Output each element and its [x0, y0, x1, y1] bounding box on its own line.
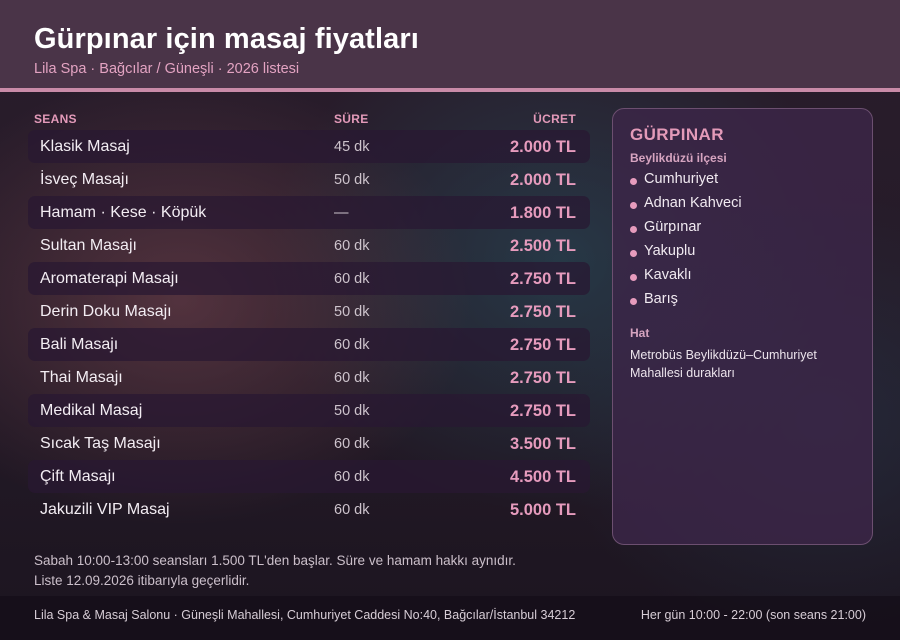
service-name: Çift Masajı: [40, 468, 116, 485]
neighborhood-item: Barış: [630, 291, 742, 315]
service-price: 5.000 TL: [509, 500, 576, 519]
panel-subtitle: Beylikdüzü ilçesi: [630, 151, 727, 165]
service-duration: 60 dk: [334, 469, 370, 485]
service-duration: 60 dk: [334, 271, 370, 287]
neighborhood-item: Yakuplu: [630, 243, 742, 267]
service-price: 2.750 TL: [509, 269, 576, 288]
table-body: Klasik Masaj 45 dk 2.000 TL İsveç Masajı 50 …: [28, 130, 590, 526]
service-name: Jakuzili VIP Masaj: [40, 501, 170, 518]
neighborhood-item: Kavaklı: [630, 267, 742, 291]
neighborhood-label: Cumhuriyet: [644, 171, 719, 187]
neighborhood-label: Adnan Kahveci: [644, 195, 742, 211]
footer-address: Lila Spa & Masaj Salonu · Güneşli Mahall…: [34, 608, 576, 622]
price-table: SEANS SÜRE ÜCRET Klasik Masaj 45 dk 2.000 …: [28, 108, 590, 526]
service-duration: 60 dk: [334, 337, 370, 353]
header-divider: [0, 88, 900, 92]
service-duration: 50 dk: [334, 304, 370, 320]
service-price: 2.750 TL: [509, 368, 576, 387]
transit-line-title: Hat: [630, 326, 650, 340]
page-header: Gürpınar için masaj fiyatları Lila Spa ·…: [0, 0, 900, 88]
table-row: Sultan Masajı 60 dk 2.500 TL: [28, 229, 590, 262]
service-name: İsveç Masajı: [40, 171, 129, 188]
service-price: 2.750 TL: [509, 401, 576, 420]
table-row: Thai Masajı 60 dk 2.750 TL: [28, 361, 590, 394]
service-price: 2.750 TL: [509, 335, 576, 354]
panel-title: GÜRPINAR: [630, 125, 724, 144]
service-price: 2.500 TL: [509, 236, 576, 255]
table-row: Çift Masajı 60 dk 4.500 TL: [28, 460, 590, 493]
service-price: 2.000 TL: [509, 137, 576, 156]
neighborhood-label: Yakuplu: [644, 243, 696, 259]
table-row: İsveç Masajı 50 dk 2.000 TL: [28, 163, 590, 196]
service-name: Hamam · Kese · Köpük: [40, 204, 207, 221]
service-duration: 60 dk: [334, 502, 370, 518]
service-duration: 60 dk: [334, 436, 370, 452]
service-price: 2.000 TL: [509, 170, 576, 189]
page-subtitle: Lila Spa · Bağcılar / Güneşli · 2026 lis…: [34, 61, 300, 77]
table-row: Derin Doku Masajı 50 dk 2.750 TL: [28, 295, 590, 328]
table-row: Sıcak Taş Masajı 60 dk 3.500 TL: [28, 427, 590, 460]
service-name: Sıcak Taş Masajı: [40, 435, 161, 452]
table-row: Bali Masajı 60 dk 2.750 TL: [28, 328, 590, 361]
service-name: Derin Doku Masajı: [40, 303, 172, 320]
note-validity: Liste 12.09.2026 itibarıyla geçerlidir.: [34, 573, 250, 588]
neighborhood-item: Adnan Kahveci: [630, 195, 742, 219]
service-duration: 50 dk: [334, 403, 370, 419]
neighborhood-label: Kavaklı: [644, 267, 692, 283]
column-header-price: ÜCRET: [533, 112, 576, 126]
column-header-service: SEANS: [34, 112, 77, 126]
service-duration: 60 dk: [334, 370, 370, 386]
service-price: 1.800 TL: [509, 203, 576, 222]
service-name: Aromaterapi Masajı: [40, 270, 179, 287]
table-row: Aromaterapi Masajı 60 dk 2.750 TL: [28, 262, 590, 295]
service-name: Klasik Masaj: [40, 138, 130, 155]
bullet-dot-icon: [630, 178, 637, 185]
bullet-dot-icon: [630, 226, 637, 233]
neighborhood-list: Cumhuriyet Adnan Kahveci Gürpınar Yakuplu Ka…: [630, 171, 742, 315]
neighborhood-item: Cumhuriyet: [630, 171, 742, 195]
service-name: Sultan Masajı: [40, 237, 137, 254]
bullet-dot-icon: [630, 298, 637, 305]
neighborhood-item: Gürpınar: [630, 219, 742, 243]
neighborhood-label: Barış: [644, 291, 678, 307]
service-duration: 60 dk: [334, 238, 370, 254]
service-price: 4.500 TL: [509, 467, 576, 486]
transit-line-text: Metrobüs Beylikdüzü–Cumhuriyet Mahallesi…: [630, 348, 817, 380]
service-name: Medikal Masaj: [40, 402, 143, 419]
column-header-duration: SÜRE: [334, 112, 369, 126]
location-panel: GÜRPINAR Beylikdüzü ilçesi Cumhuriyet Adn…: [612, 108, 873, 545]
footer: Lila Spa & Masaj Salonu · Güneşli Mahall…: [0, 596, 900, 640]
table-row: Jakuzili VIP Masaj 60 dk 5.000 TL: [28, 493, 590, 526]
neighborhood-label: Gürpınar: [644, 219, 702, 235]
page-title: Gürpınar için masaj fiyatları: [34, 23, 419, 55]
service-name: Thai Masajı: [40, 369, 123, 386]
service-duration: 50 dk: [334, 172, 370, 188]
service-duration: —: [334, 205, 349, 221]
bullet-dot-icon: [630, 250, 637, 257]
table-row: Hamam · Kese · Köpük — 1.800 TL: [28, 196, 590, 229]
bullet-dot-icon: [630, 274, 637, 281]
note-morning-discount: Sabah 10:00-13:00 seansları 1.500 TL'den…: [34, 553, 516, 568]
service-price: 3.500 TL: [509, 434, 576, 453]
notes: Sabah 10:00-13:00 seansları 1.500 TL'den…: [34, 551, 516, 591]
table-row: Klasik Masaj 45 dk 2.000 TL: [28, 130, 590, 163]
service-duration: 45 dk: [334, 139, 370, 155]
footer-hours: Her gün 10:00 - 22:00 (son seans 21:00): [640, 608, 866, 622]
service-price: 2.750 TL: [509, 302, 576, 321]
table-row: Medikal Masaj 50 dk 2.750 TL: [28, 394, 590, 427]
table-header: SEANS SÜRE ÜCRET: [28, 108, 590, 130]
service-name: Bali Masajı: [40, 336, 119, 353]
bullet-dot-icon: [630, 202, 637, 209]
